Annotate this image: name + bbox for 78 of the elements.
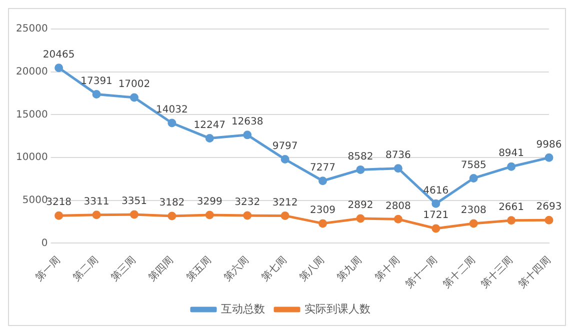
y-tick-label: 20000 (16, 66, 48, 78)
data-label: 7277 (310, 162, 336, 174)
data-label: 8736 (385, 150, 411, 161)
data-label: 12247 (194, 120, 226, 131)
x-tick-label: 第十二周 (440, 254, 478, 291)
data-label: 8941 (498, 148, 524, 160)
data-label: 3218 (46, 197, 72, 208)
data-label: 3232 (234, 197, 260, 208)
y-tick-label: 0 (41, 238, 48, 249)
data-label: 3299 (196, 196, 222, 208)
point (280, 211, 290, 220)
data-label: 3182 (159, 198, 185, 209)
point (243, 130, 252, 140)
x-tick-label: 第五周 (184, 254, 214, 284)
x-tick-label: 第十三周 (478, 254, 516, 291)
data-label: 3351 (122, 196, 147, 208)
point (507, 162, 516, 171)
point (318, 176, 328, 186)
point (544, 216, 554, 224)
data-label: 2661 (498, 202, 524, 214)
point (168, 118, 176, 128)
x-tick-label: 第七周 (259, 254, 290, 284)
point (243, 211, 252, 220)
point (544, 153, 554, 162)
point (92, 90, 101, 98)
x-tick-label: 第八周 (297, 254, 327, 284)
point (507, 216, 516, 225)
data-label: 17391 (80, 76, 112, 87)
data-label: 2693 (536, 202, 562, 213)
x-tick-label: 第十四周 (516, 254, 553, 291)
y-tick-label: 5000 (22, 194, 48, 206)
x-tick-label: 第三周 (108, 254, 138, 284)
data-label: 14032 (156, 104, 188, 116)
data-label: 3311 (84, 196, 110, 208)
data-label: 1721 (423, 210, 449, 222)
point (280, 155, 290, 164)
data-label: 3212 (272, 197, 298, 208)
point (394, 214, 402, 224)
x-tick-label: 第二周 (70, 254, 100, 284)
legend-label: 实际到课人数 (304, 302, 370, 316)
point (205, 134, 214, 143)
point (356, 165, 365, 174)
data-label: 2308 (460, 205, 486, 216)
point (318, 219, 328, 228)
y-tick-label: 15000 (16, 109, 48, 120)
y-tick-label: 10000 (16, 152, 48, 164)
x-tick-label: 第九周 (334, 254, 364, 284)
point (469, 219, 478, 228)
point (54, 64, 64, 72)
point (130, 210, 138, 219)
point (92, 210, 101, 220)
x-tick-label: 第十一周 (403, 254, 440, 291)
data-label: 2309 (310, 205, 336, 216)
data-label: 2892 (348, 200, 374, 212)
x-tick-label: 第六周 (222, 254, 252, 284)
data-label: 4616 (423, 185, 449, 196)
point (432, 199, 440, 208)
point (356, 214, 365, 223)
data-label: 9797 (272, 140, 298, 152)
point (469, 174, 478, 182)
data-label: 17002 (118, 79, 150, 90)
data-label: 9986 (536, 139, 562, 150)
point (130, 93, 138, 102)
point (205, 210, 214, 220)
y-tick-label: 25000 (16, 24, 48, 35)
data-label: 20465 (42, 49, 75, 60)
point (394, 164, 402, 173)
point (168, 212, 176, 220)
data-label: 7585 (460, 160, 486, 171)
x-tick-label: 第一周 (33, 254, 63, 284)
x-tick-label: 第十周 (372, 254, 402, 284)
point (54, 211, 64, 220)
x-tick-label: 第四周 (146, 254, 176, 284)
point (432, 224, 440, 233)
data-label: 8582 (348, 151, 374, 162)
data-label: 12638 (231, 116, 264, 128)
data-label: 2808 (385, 200, 411, 212)
legend-label: 互动总数 (221, 302, 265, 316)
